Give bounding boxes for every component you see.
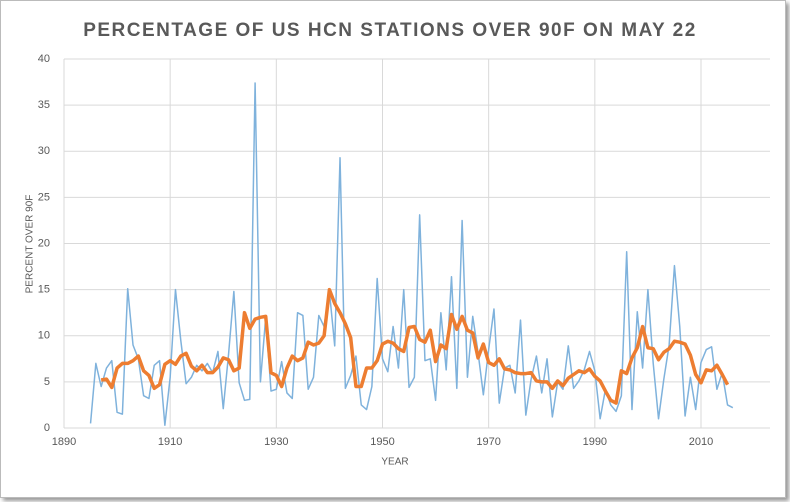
y-axis-title: PERCENT OVER 90F bbox=[25, 195, 36, 294]
x-tick-label: 1930 bbox=[264, 436, 288, 448]
x-axis-title: YEAR bbox=[381, 457, 408, 468]
x-tick-label: 2010 bbox=[689, 436, 713, 448]
y-tick-label: 0 bbox=[44, 422, 50, 434]
y-tick-label: 10 bbox=[38, 330, 50, 342]
data-line bbox=[100, 287, 730, 405]
y-tick-label: 40 bbox=[38, 53, 50, 65]
x-tick-label: 1990 bbox=[583, 436, 607, 448]
x-tick-label: 1890 bbox=[52, 436, 76, 448]
y-tick-label: 30 bbox=[38, 145, 50, 157]
x-tick-label: 1910 bbox=[158, 436, 182, 448]
x-tick-label: 1950 bbox=[370, 436, 394, 448]
y-tick-label: 35 bbox=[38, 99, 50, 111]
data-line bbox=[89, 82, 734, 426]
x-tick-label: 1970 bbox=[476, 436, 500, 448]
y-tick-label: 5 bbox=[44, 376, 50, 388]
chart-title: PERCENTAGE OF US HCN STATIONS OVER 90F O… bbox=[83, 20, 697, 41]
y-tick-label: 15 bbox=[38, 284, 50, 296]
y-tick-label: 20 bbox=[38, 237, 50, 249]
y-tick-label: 25 bbox=[38, 191, 50, 203]
